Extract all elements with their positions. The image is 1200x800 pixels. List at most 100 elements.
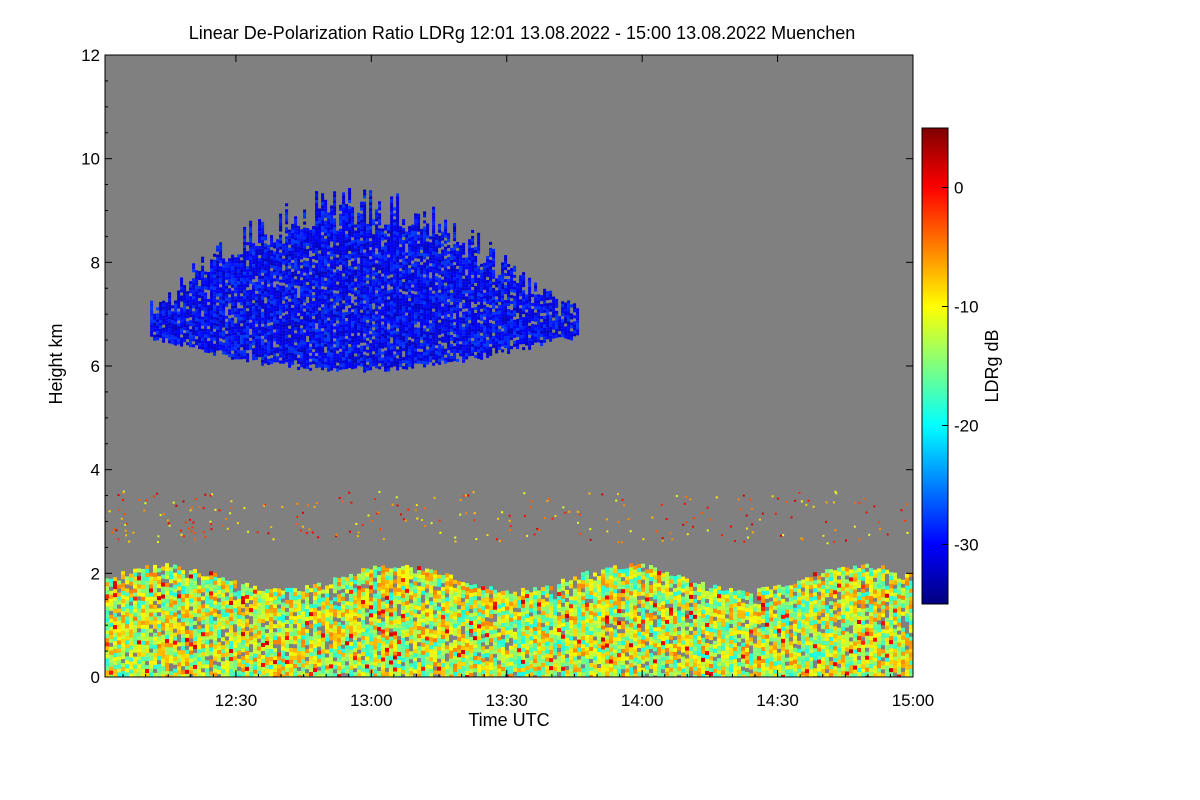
boundary-layer-cell [753,671,757,676]
boundary-layer-cell [557,616,561,621]
boundary-layer-cell [713,600,717,605]
boundary-layer-cell [461,622,465,627]
boundary-layer-cell [357,633,361,638]
boundary-layer-cell [889,620,893,625]
boundary-layer-cell [737,654,741,659]
boundary-layer-cell [577,599,581,604]
boundary-layer-cell [281,670,285,675]
boundary-layer-cell [909,648,913,653]
boundary-layer-cell [253,641,257,646]
boundary-layer-cell [805,625,809,630]
boundary-layer-cell [665,595,669,600]
boundary-layer-cell [265,673,269,677]
boundary-layer-cell [881,573,885,578]
boundary-layer-cell [445,661,449,666]
boundary-layer-cell [833,630,837,635]
boundary-layer-cell [269,637,273,642]
boundary-layer-cell [813,600,817,605]
boundary-layer-cell [793,607,797,612]
boundary-layer-cell [325,613,329,618]
boundary-layer-cell [757,632,761,637]
boundary-layer-cell [181,574,185,579]
boundary-layer-cell [753,647,757,652]
boundary-layer-cell [601,641,605,646]
boundary-layer-cell [757,640,761,645]
boundary-layer-cell [581,640,585,645]
scattered-return-cell [247,530,250,533]
boundary-layer-cell [525,634,529,639]
boundary-layer-cell [469,601,473,605]
boundary-layer-cell [437,670,441,675]
boundary-layer-cell [833,606,837,611]
boundary-layer-cell [425,668,429,673]
boundary-layer-cell [821,593,825,598]
boundary-layer-cell [833,670,837,675]
boundary-layer-cell [737,666,741,671]
boundary-layer-cell [105,642,109,647]
scattered-return-cell [873,505,876,508]
boundary-layer-cell [605,663,609,668]
scattered-return-cell [370,519,373,522]
cirrus-cell [159,313,163,317]
cirrus-cell [180,313,184,317]
boundary-layer-cell [261,619,265,623]
boundary-layer-cell [497,632,501,637]
cirrus-cell [168,313,172,317]
scattered-return-cell [338,497,341,499]
boundary-layer-cell [821,601,825,606]
boundary-layer-cell [549,658,553,663]
boundary-layer-cell [473,660,477,665]
boundary-layer-cell [853,585,857,590]
boundary-layer-cell [441,595,445,600]
boundary-layer-cell [757,628,761,633]
boundary-layer-cell [229,673,233,677]
boundary-layer-cell [693,606,697,611]
boundary-layer-cell [881,633,885,638]
boundary-layer-cell [449,658,453,663]
boundary-layer-cell [861,672,865,677]
boundary-layer-cell [241,600,245,605]
boundary-layer-cell [733,607,737,612]
boundary-layer-cell [217,642,221,647]
boundary-layer-cell [221,665,225,670]
boundary-layer-cell [393,635,397,640]
boundary-layer-cell [849,657,853,662]
boundary-layer-cell [853,581,857,586]
boundary-layer-cell [849,597,853,602]
boundary-layer-cell [845,639,849,644]
boundary-layer-cell [593,656,597,661]
boundary-layer-cell [773,621,777,626]
boundary-layer-cell [297,615,301,619]
boundary-layer-cell [849,653,853,658]
cirrus-cell [180,283,184,287]
boundary-layer-cell [501,627,505,631]
boundary-layer-cell [573,628,577,633]
boundary-layer-cell [341,660,345,665]
boundary-layer-cell [541,607,545,612]
boundary-layer-cell [581,572,585,577]
boundary-layer-cell [705,623,709,627]
cirrus-cell [168,298,172,302]
boundary-layer-cell [361,572,365,577]
boundary-layer-cell [249,640,253,645]
scattered-return-cell [414,509,417,512]
boundary-layer-cell [201,620,205,625]
boundary-layer-cell [577,635,581,640]
boundary-layer-cell [137,636,141,641]
boundary-layer-cell [601,609,605,614]
boundary-layer-cell [161,586,165,591]
boundary-layer-cell [593,620,597,625]
boundary-layer-cell [309,636,313,641]
boundary-layer-cell [169,575,173,580]
boundary-layer-cell [617,641,621,646]
boundary-layer-cell [485,593,489,598]
boundary-layer-cell [873,649,877,654]
boundary-layer-cell [189,654,193,659]
boundary-layer-cell [789,661,793,666]
boundary-layer-cell [125,636,129,641]
boundary-layer-cell [285,612,289,616]
boundary-layer-cell [441,663,445,668]
boundary-layer-cell [549,654,553,659]
boundary-layer-cell [681,596,685,601]
boundary-layer-cell [521,671,525,676]
